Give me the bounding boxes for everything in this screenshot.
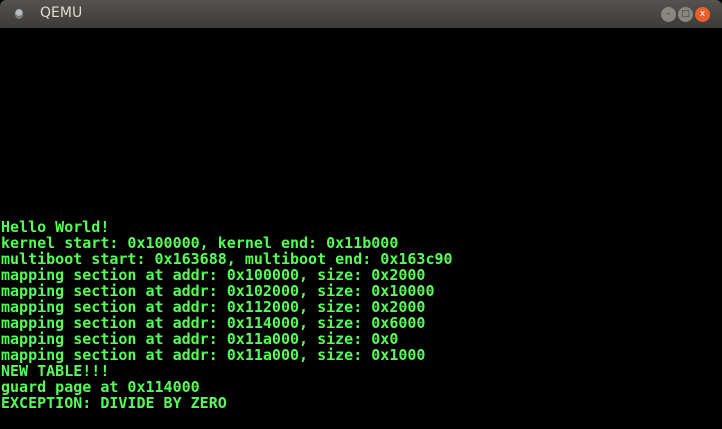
console-line: guard page at 0x114000 [1, 378, 200, 396]
minimize-button[interactable]: – [661, 7, 676, 22]
console-line: mapping section at addr: 0x112000, size:… [1, 298, 426, 316]
console-line: mapping section at addr: 0x102000, size:… [1, 282, 435, 300]
qemu-app-icon [15, 9, 23, 19]
console-line: mapping section at addr: 0x11a000, size:… [1, 346, 426, 364]
close-button[interactable]: x [695, 7, 710, 22]
maximize-button[interactable]: □ [678, 7, 693, 22]
title-bar[interactable]: QEMU – □ x [0, 0, 722, 28]
console-line: NEW TABLE!!! [1, 362, 110, 380]
console-line: EXCEPTION: DIVIDE BY ZERO [1, 394, 227, 412]
vm-display[interactable]: Hello World! kernel start: 0x100000, ker… [0, 28, 722, 429]
console-line: multiboot start: 0x163688, multiboot end… [1, 250, 453, 268]
console-output: Hello World! kernel start: 0x100000, ker… [1, 219, 453, 411]
window-title: QEMU [40, 5, 83, 21]
console-line: mapping section at addr: 0x100000, size:… [1, 266, 426, 284]
console-line: kernel start: 0x100000, kernel end: 0x11… [1, 234, 399, 252]
console-line: Hello World! [1, 218, 110, 236]
console-line: mapping section at addr: 0x114000, size:… [1, 314, 426, 332]
console-line: mapping section at addr: 0x11a000, size:… [1, 330, 399, 348]
